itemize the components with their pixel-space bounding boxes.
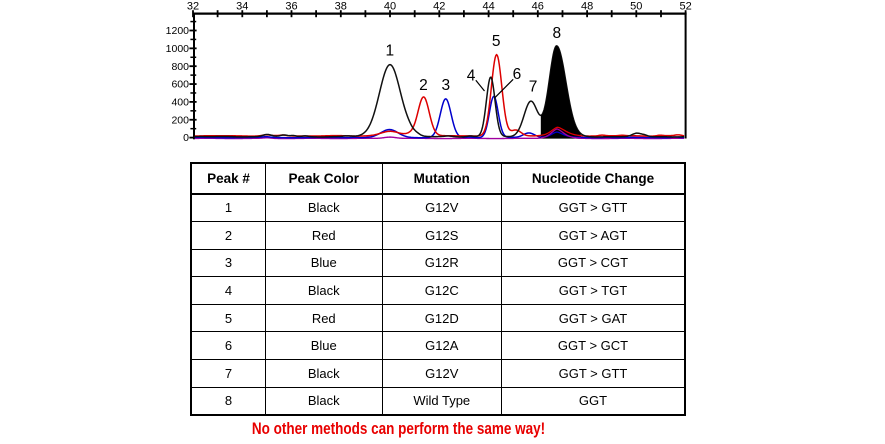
svg-text:50: 50 — [630, 1, 642, 13]
svg-text:5: 5 — [492, 33, 501, 50]
svg-text:2: 2 — [419, 77, 428, 94]
svg-text:600: 600 — [171, 79, 189, 91]
svg-text:6: 6 — [513, 66, 522, 83]
svg-text:40: 40 — [384, 1, 396, 13]
svg-text:44: 44 — [482, 1, 494, 13]
svg-text:800: 800 — [171, 61, 189, 73]
svg-text:32: 32 — [187, 1, 199, 13]
svg-text:8: 8 — [552, 25, 561, 42]
svg-text:52: 52 — [679, 1, 691, 13]
svg-text:36: 36 — [285, 1, 297, 13]
svg-text:3: 3 — [441, 77, 450, 94]
svg-text:400: 400 — [171, 97, 189, 109]
svg-text:34: 34 — [236, 1, 248, 13]
svg-text:200: 200 — [171, 114, 189, 126]
svg-text:42: 42 — [433, 1, 445, 13]
svg-text:1200: 1200 — [166, 25, 190, 37]
svg-text:1000: 1000 — [166, 43, 190, 55]
svg-text:4: 4 — [467, 68, 476, 85]
svg-text:46: 46 — [532, 1, 544, 13]
svg-text:7: 7 — [529, 79, 538, 96]
svg-text:38: 38 — [335, 1, 347, 13]
svg-text:48: 48 — [581, 1, 593, 13]
svg-text:0: 0 — [183, 132, 189, 144]
svg-text:1: 1 — [385, 42, 394, 59]
